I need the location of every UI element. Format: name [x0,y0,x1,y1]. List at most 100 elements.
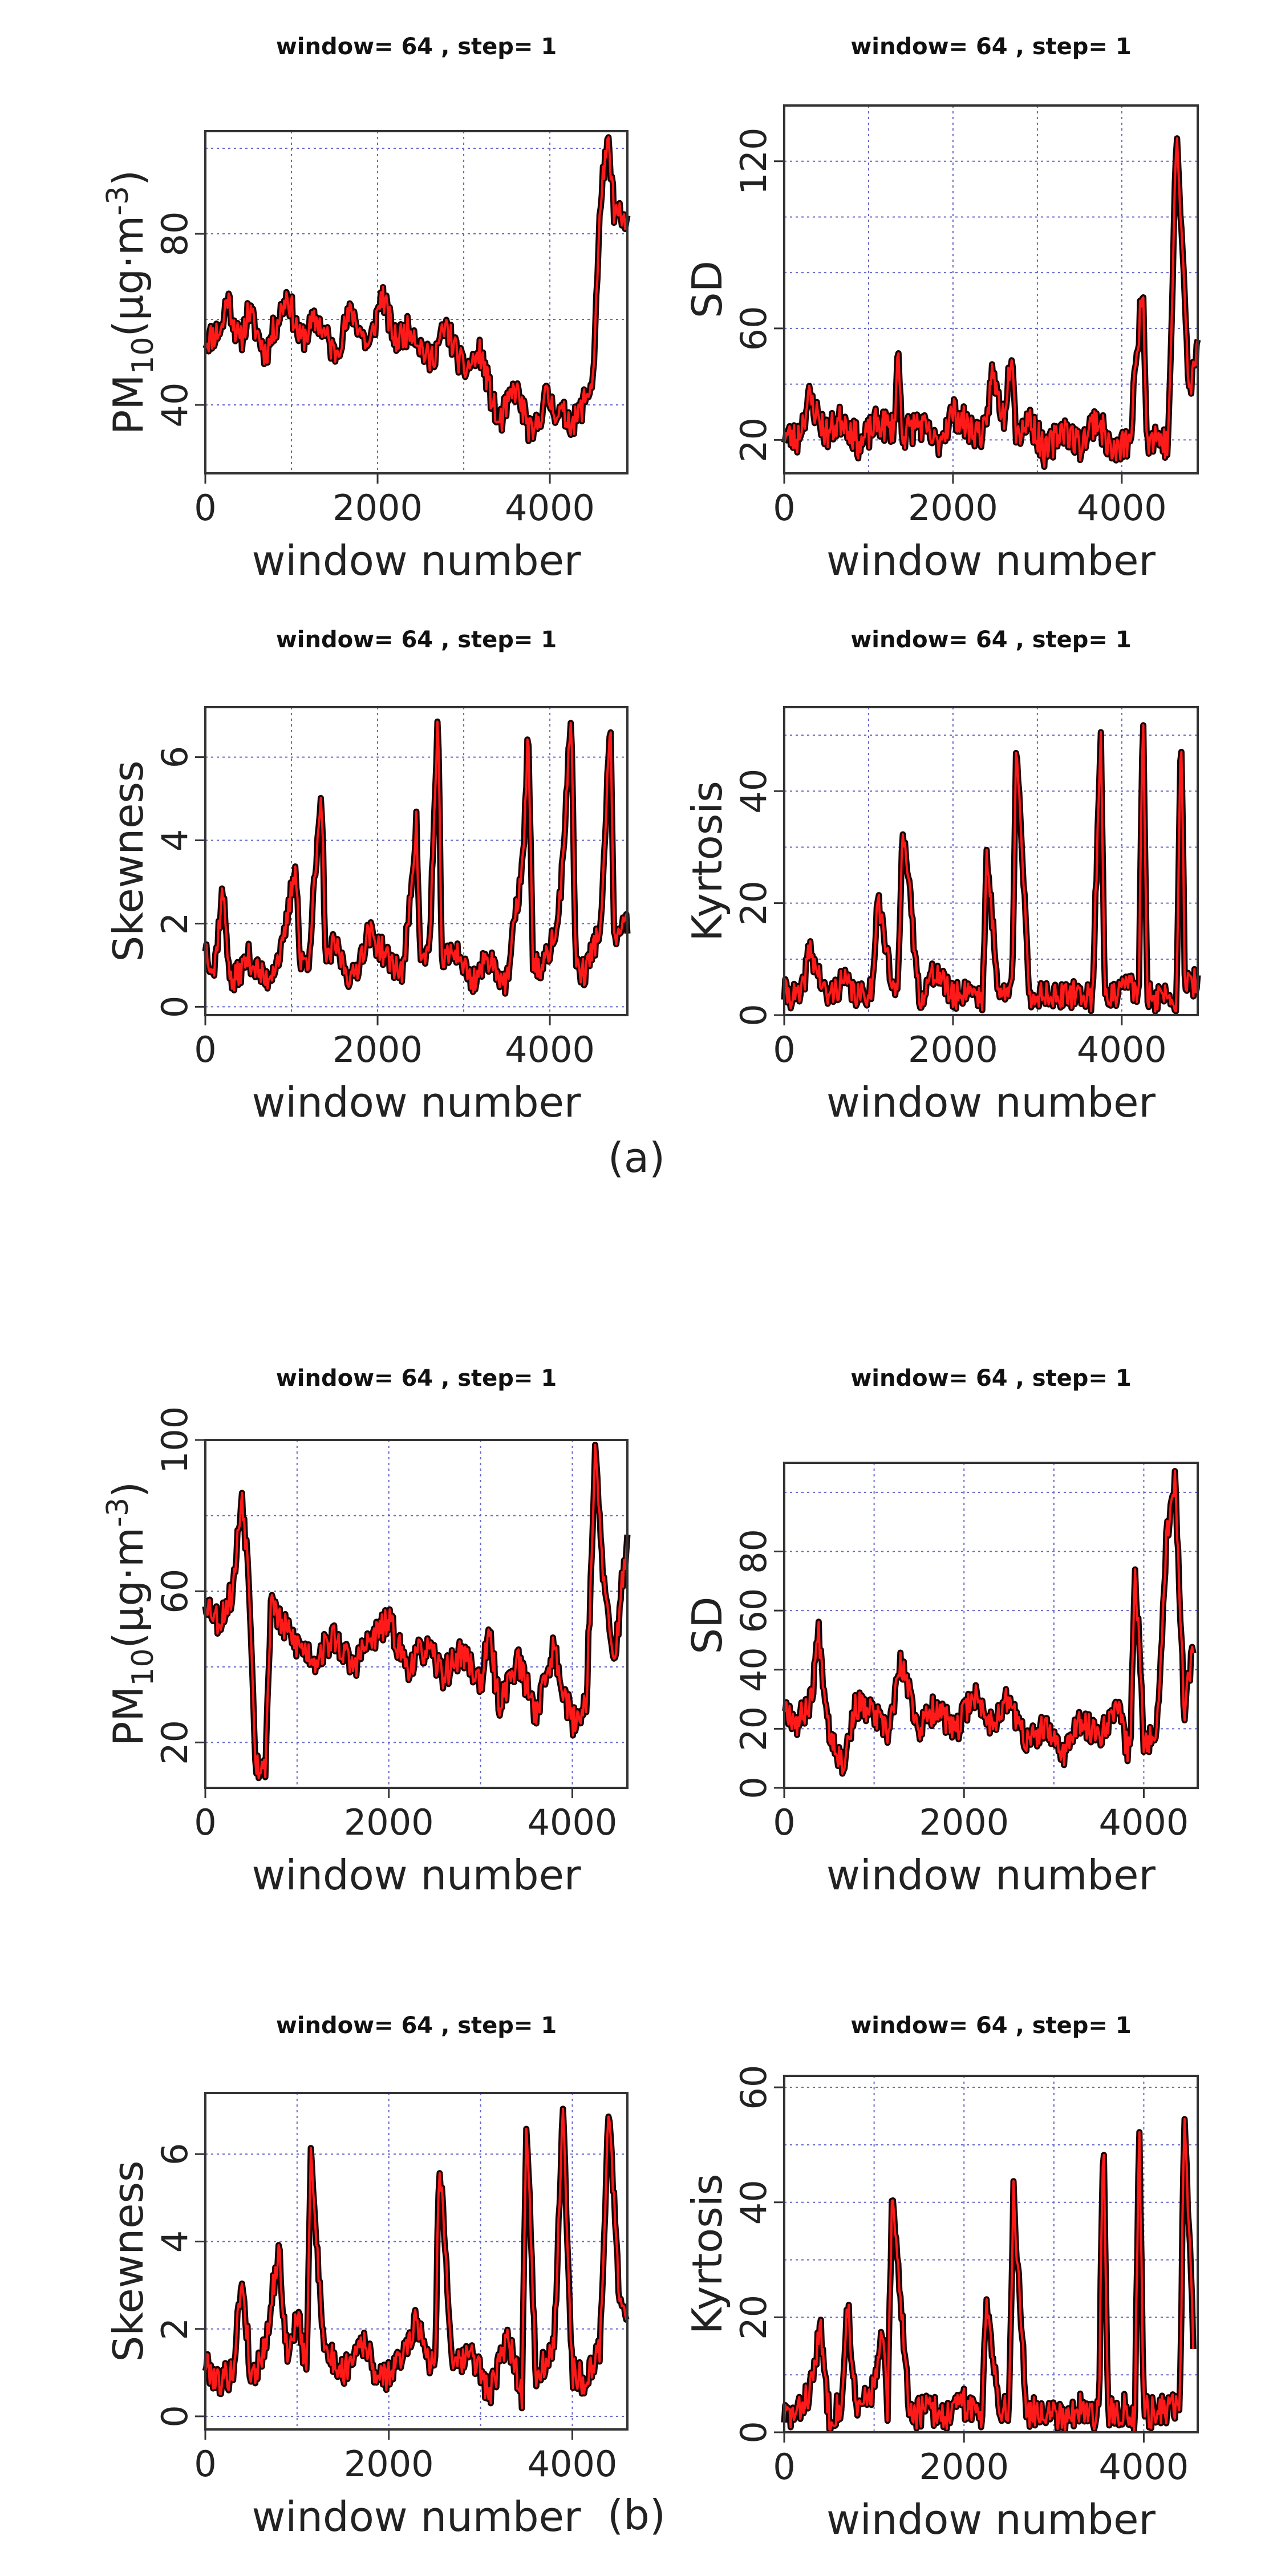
y-label-unit-close: ) [104,1482,152,1498]
y-label-superscript: -3 [101,1498,135,1527]
subfigure-label-b: (b) [607,2491,666,2539]
y-tick-label: 0 [154,2405,196,2427]
y-tick-label: 0 [733,2421,775,2443]
chart-title: window= 64 , step= 1 [276,34,557,60]
y-label-subscript: 10 [126,336,160,374]
chart-title: window= 64 , step= 1 [850,1365,1131,1392]
x-tick-label: 4000 [528,1802,618,1843]
x-axis-label: window number [826,1078,1156,1126]
x-tick-label: 2000 [919,1802,1009,1843]
x-tick-label: 4000 [1077,1029,1167,1070]
chart-title: window= 64 , step= 1 [850,627,1131,653]
y-tick-label: 60 [154,1569,196,1614]
chart-panel-4: 0 2000 4000 0 20 40 window= 64 , step= 1 window… [683,627,1201,1126]
plot-frame [204,2092,629,2431]
y-tick-label: 60 [733,306,775,351]
y-tick-label: 0 [154,996,196,1018]
plot-area [784,707,1198,1015]
y-tick-label: 20 [154,1720,196,1765]
y-tick-label: 6 [154,2143,196,2165]
y-axis-label: SD [683,261,731,318]
series-line [783,1470,1195,1775]
y-tick-label: 120 [733,128,775,195]
plot-frame [204,130,629,474]
series-line [204,720,629,995]
y-tick-label: 4 [154,2230,196,2253]
series-line [204,2107,628,2409]
y-tick-label: 100 [154,1406,196,1474]
y-label-unit-close: ) [104,170,152,186]
y-label-base: PM [104,1686,152,1747]
y-axis-label: Skewness [104,761,152,962]
x-axis-label: window number [826,537,1156,585]
x-tick-label: 0 [773,1029,795,1070]
y-label-unit: (μg·m [104,1527,152,1649]
plot-frame [783,2075,1199,2433]
x-axis-label: window number [252,537,581,585]
x-tick-label: 2000 [333,1029,423,1070]
y-tick-label: 0 [733,1776,775,1799]
y-label-superscript: -3 [101,186,135,216]
plot-frame [204,1439,629,1789]
y-tick-label: 2 [154,2318,196,2340]
subfigure-label-a: (a) [608,1134,665,1182]
chart-panel-7: 0 2000 4000 0 2 4 6 window= 64 , step= 1 window … [104,2013,630,2541]
x-tick-label: 0 [194,2443,216,2485]
chart-title: window= 64 , step= 1 [850,2013,1131,2039]
x-tick-label: 2000 [344,2443,434,2485]
x-tick-label: 4000 [505,487,595,529]
y-tick-label: 20 [733,417,775,463]
chart-panel-5: 0 2000 4000 20 60 100 window= 64 , step= 1 wind… [101,1365,631,1899]
y-tick-label: 60 [733,1588,775,1633]
series-line [783,2117,1195,2432]
y-tick-label: 40 [733,769,775,814]
series-line [783,137,1199,468]
y-tick-label: 80 [733,1529,775,1574]
x-tick-label: 0 [773,1802,795,1843]
x-tick-label: 4000 [505,1029,595,1070]
x-tick-label: 0 [773,2446,795,2488]
y-axis-label: SD [683,1596,731,1654]
plot-frame [204,706,629,1016]
chart-title: window= 64 , step= 1 [276,2013,557,2039]
x-axis-label: window number [252,1078,581,1126]
y-axis-label: Skewness [104,2161,152,2362]
x-tick-label: 4000 [1099,1802,1189,1843]
x-axis-label: window number [826,2496,1156,2543]
y-tick-label: 20 [733,1706,775,1751]
y-axis-label: PM10(μg·m-3) [101,1482,160,1746]
y-axis-label: PM10(μg·m-3) [101,170,160,435]
series-line [204,136,629,443]
x-tick-label: 4000 [1099,2446,1189,2488]
y-tick-label: 40 [154,383,196,428]
y-tick-label: 80 [154,212,196,257]
x-tick-label: 2000 [908,487,998,529]
y-label-unit: (μg·m [104,216,152,337]
chart-panel-6: 0 2000 4000 0 20 40 60 80 window= 64 , step= 1 wi… [683,1365,1199,1899]
x-tick-label: 0 [194,1029,216,1070]
x-tick-label: 4000 [528,2443,618,2485]
y-tick-label: 40 [733,1647,775,1692]
y-tick-label: 20 [733,2295,775,2340]
chart-title: window= 64 , step= 1 [276,627,557,653]
x-tick-label: 2000 [919,2446,1009,2488]
x-tick-label: 2000 [333,487,423,529]
x-tick-label: 0 [773,487,795,529]
chart-title: window= 64 , step= 1 [276,1365,557,1392]
x-tick-label: 2000 [344,1802,434,1843]
y-label-base: PM [104,375,152,435]
y-tick-label: 6 [154,746,196,768]
x-axis-label: window number [826,1851,1156,1899]
plot-frame [783,104,1199,474]
y-tick-label: 4 [154,829,196,851]
plot-frame [783,706,1199,1016]
x-tick-label: 0 [194,1802,216,1843]
y-label-subscript: 10 [126,1648,160,1686]
chart-panel-8: 0 2000 4000 0 20 40 60 window= 64 , step= 1 wind… [683,2013,1199,2543]
y-axis-label: Kyrtosis [683,781,731,942]
y-tick-label: 2 [154,912,196,935]
x-axis-label: window number [252,2493,581,2541]
